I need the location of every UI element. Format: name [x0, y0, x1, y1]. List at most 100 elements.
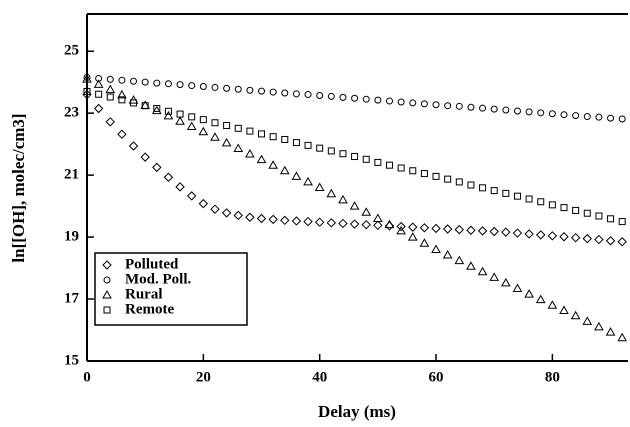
- data-point: [397, 98, 405, 106]
- data-point: [95, 74, 103, 82]
- data-point: [223, 84, 231, 92]
- data-point: [281, 89, 289, 97]
- data-point: [198, 198, 209, 209]
- data-point: [198, 126, 209, 136]
- data-point: [409, 99, 417, 107]
- data-point: [164, 80, 172, 88]
- data-point: [211, 83, 219, 91]
- data-point: [268, 160, 279, 169]
- data-point: [130, 77, 138, 85]
- data-point: [431, 223, 441, 234]
- data-point: [605, 327, 616, 336]
- data-point: [548, 110, 556, 118]
- data-point: [559, 232, 569, 242]
- legend-label: Rural: [125, 286, 163, 302]
- data-point: [268, 214, 278, 225]
- legend-box: [94, 252, 248, 326]
- legend-marker: [103, 306, 111, 314]
- data-point: [187, 191, 197, 201]
- data-point: [455, 178, 463, 186]
- data-point: [245, 212, 255, 222]
- data-point: [512, 228, 523, 238]
- data-point: [327, 147, 335, 155]
- data-point: [233, 210, 243, 221]
- data-point: [537, 109, 545, 117]
- data-point: [314, 217, 325, 227]
- data-point: [316, 144, 324, 152]
- data-point: [466, 261, 476, 270]
- data-point: [176, 81, 184, 89]
- data-point: [537, 198, 545, 206]
- data-point: [106, 93, 114, 101]
- data-point: [455, 102, 463, 110]
- legend-marker: [102, 260, 112, 270]
- data-point: [594, 321, 604, 331]
- data-point: [490, 105, 498, 113]
- data-point: [175, 116, 185, 125]
- data-point: [211, 119, 219, 127]
- data-point: [210, 204, 220, 214]
- data-point: [617, 237, 627, 247]
- data-point: [454, 224, 465, 235]
- data-point: [269, 88, 277, 96]
- data-point: [477, 266, 488, 276]
- data-point: [572, 206, 580, 214]
- data-point: [489, 226, 499, 237]
- data-point: [536, 230, 546, 240]
- data-point: [582, 316, 593, 325]
- data-point: [560, 204, 568, 212]
- data-point: [454, 255, 465, 265]
- data-point: [559, 305, 569, 314]
- data-point: [199, 116, 207, 124]
- data-point: [128, 141, 139, 151]
- y-tick-label: 19: [64, 229, 79, 245]
- data-point: [292, 90, 300, 98]
- data-point: [303, 176, 313, 186]
- data-point: [502, 106, 510, 114]
- legend-label: Polluted: [125, 256, 179, 272]
- data-point: [338, 218, 348, 229]
- y-tick-label: 17: [64, 290, 80, 306]
- data-point: [373, 220, 383, 231]
- data-point: [372, 213, 383, 222]
- data-point: [326, 218, 337, 228]
- data-point: [164, 107, 172, 115]
- data-point: [153, 104, 161, 112]
- legend-label: Remote: [125, 301, 174, 317]
- data-point: [500, 277, 511, 287]
- data-point: [560, 111, 568, 119]
- data-point: [572, 112, 580, 120]
- data-point: [444, 175, 452, 183]
- data-point: [314, 182, 325, 191]
- data-point: [466, 225, 476, 235]
- data-point: [117, 129, 127, 139]
- data-point: [419, 223, 430, 233]
- data-point: [349, 201, 360, 210]
- data-point: [582, 233, 592, 244]
- data-point: [186, 121, 197, 130]
- data-point: [339, 150, 347, 158]
- x-tick-label: 60: [429, 369, 444, 385]
- data-point: [618, 218, 626, 226]
- data-point: [595, 212, 603, 220]
- y-tick-label: 25: [64, 43, 79, 59]
- data-point: [361, 219, 371, 230]
- data-point: [351, 153, 359, 161]
- data-point: [93, 103, 104, 114]
- data-point: [141, 78, 149, 86]
- data-point: [163, 172, 174, 182]
- data-point: [82, 74, 92, 83]
- data-point: [245, 149, 255, 158]
- data-point: [130, 99, 138, 107]
- data-point: [477, 226, 488, 236]
- data-point: [618, 115, 626, 123]
- data-point: [419, 238, 430, 247]
- data-point: [316, 91, 324, 99]
- data-point: [246, 86, 254, 94]
- data-point: [234, 85, 242, 93]
- data-point: [256, 213, 267, 224]
- legend-marker: [102, 289, 112, 299]
- data-point: [442, 250, 453, 259]
- data-point: [432, 172, 440, 180]
